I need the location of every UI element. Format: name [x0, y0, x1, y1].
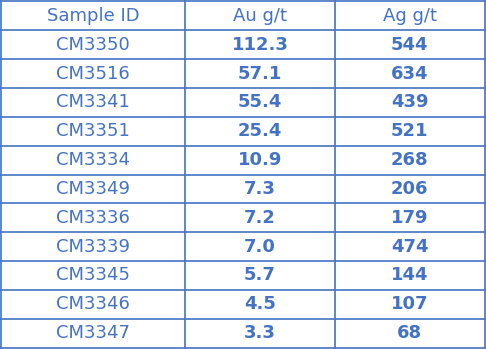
Text: Sample ID: Sample ID [47, 7, 139, 25]
Text: 5.7: 5.7 [244, 267, 276, 284]
Text: 474: 474 [391, 238, 429, 255]
Text: CM3351: CM3351 [56, 122, 130, 140]
Text: CM3341: CM3341 [56, 94, 130, 111]
Text: Ag g/t: Ag g/t [382, 7, 437, 25]
Text: 25.4: 25.4 [238, 122, 282, 140]
Text: 107: 107 [391, 295, 429, 313]
Text: CM3339: CM3339 [56, 238, 130, 255]
Text: 7.0: 7.0 [244, 238, 276, 255]
Text: Au g/t: Au g/t [233, 7, 287, 25]
Text: CM3347: CM3347 [56, 324, 130, 342]
Text: CM3345: CM3345 [56, 267, 130, 284]
Text: 179: 179 [391, 209, 429, 227]
Text: 144: 144 [391, 267, 429, 284]
Text: CM3350: CM3350 [56, 36, 130, 54]
Text: 3.3: 3.3 [244, 324, 276, 342]
Text: 544: 544 [391, 36, 429, 54]
Text: 206: 206 [391, 180, 429, 198]
Text: CM3349: CM3349 [56, 180, 130, 198]
Text: 68: 68 [397, 324, 422, 342]
Text: 268: 268 [391, 151, 429, 169]
Text: 7.2: 7.2 [244, 209, 276, 227]
Text: 4.5: 4.5 [244, 295, 276, 313]
Text: 439: 439 [391, 94, 429, 111]
Text: CM3336: CM3336 [56, 209, 130, 227]
Text: CM3516: CM3516 [56, 65, 130, 82]
Text: 634: 634 [391, 65, 429, 82]
Text: CM3334: CM3334 [56, 151, 130, 169]
Text: 112.3: 112.3 [231, 36, 288, 54]
Text: CM3346: CM3346 [56, 295, 130, 313]
Text: 7.3: 7.3 [244, 180, 276, 198]
Text: 57.1: 57.1 [238, 65, 282, 82]
Text: 55.4: 55.4 [238, 94, 282, 111]
Text: 521: 521 [391, 122, 429, 140]
Text: 10.9: 10.9 [238, 151, 282, 169]
